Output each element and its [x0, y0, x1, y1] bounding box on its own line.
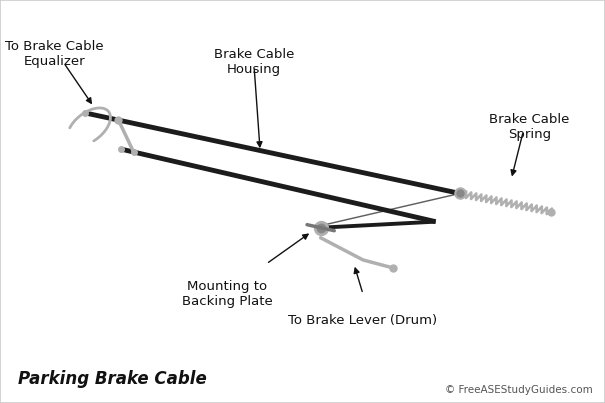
Text: Parking Brake Cable: Parking Brake Cable	[18, 370, 207, 388]
Text: To Brake Lever (Drum): To Brake Lever (Drum)	[289, 314, 437, 327]
Text: Brake Cable
Housing: Brake Cable Housing	[214, 48, 294, 76]
Text: Brake Cable
Spring: Brake Cable Spring	[489, 113, 569, 141]
Text: Mounting to
Backing Plate: Mounting to Backing Plate	[182, 280, 272, 308]
Text: © FreeASEStudyGuides.com: © FreeASEStudyGuides.com	[445, 385, 593, 395]
Text: To Brake Cable
Equalizer: To Brake Cable Equalizer	[5, 40, 104, 68]
